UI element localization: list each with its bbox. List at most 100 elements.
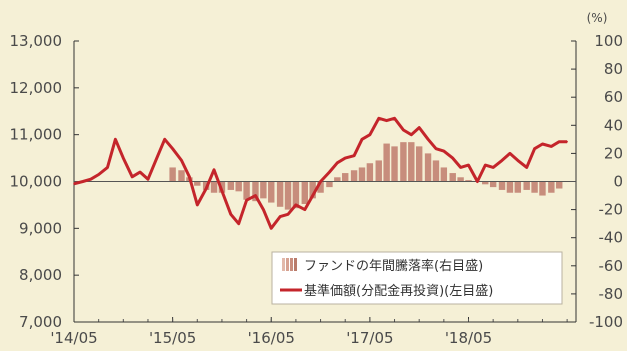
line-point (418, 126, 420, 129)
left-tick-label: 10,000 (10, 173, 63, 191)
x-tick-label: '16/05 (248, 329, 295, 347)
right-tick-label: -60 (599, 257, 624, 275)
bar (506, 181, 514, 193)
bar (482, 181, 489, 185)
line-point (131, 176, 133, 178)
bar (350, 170, 358, 182)
bar (432, 160, 440, 182)
line-point (230, 213, 232, 216)
line-point (205, 187, 207, 190)
line-point (336, 161, 339, 164)
line-point (171, 147, 174, 150)
bar (408, 142, 415, 182)
bar (457, 177, 464, 182)
x-tick-label: '17/05 (346, 329, 393, 347)
line-point (82, 180, 84, 183)
bar (194, 181, 201, 186)
line-point (122, 157, 125, 159)
bar (358, 167, 366, 182)
bar (260, 181, 267, 199)
bar (539, 181, 546, 196)
bar (252, 181, 259, 202)
legend: ファンドの年間騰落率(右目盛) 基準価額(分配金再投資)(左目盛) (271, 251, 563, 305)
line-point (163, 138, 166, 141)
line-point (254, 194, 257, 197)
bar (227, 181, 235, 190)
x-axis-ticks: '14/05 '15/05 '16/05 '17/05 '18/05 (50, 317, 568, 347)
line-point (410, 133, 413, 136)
bar (498, 181, 506, 190)
line-point (188, 176, 191, 178)
bar (334, 177, 341, 182)
bar (465, 180, 472, 182)
line-point (402, 129, 405, 131)
bar (391, 146, 398, 182)
bar (243, 181, 250, 200)
bar (400, 142, 407, 182)
line-point (97, 173, 100, 176)
x-tick-label: '18/05 (445, 329, 492, 347)
line-point (558, 140, 561, 143)
bar (440, 167, 448, 182)
line-point (467, 164, 470, 166)
legend-box (271, 251, 563, 305)
legend-label-bars: ファンドの年間騰落率(右目盛) (304, 258, 483, 274)
bar (523, 181, 530, 190)
right-tick-label: 60 (604, 88, 623, 106)
line-point (89, 178, 92, 180)
bar (317, 181, 324, 193)
right-tick-label: 0 (613, 173, 623, 191)
bar (489, 181, 497, 188)
line-point (435, 147, 437, 150)
line-point (566, 140, 568, 143)
bar (366, 163, 374, 182)
line-point (369, 133, 371, 136)
line-point (361, 138, 363, 141)
right-axis-ticks: -100 -80 -60 -40 -20 0 20 40 60 80 100 (571, 32, 623, 331)
line-point (237, 222, 240, 225)
right-tick-label: 100 (594, 32, 623, 50)
bar (169, 167, 176, 182)
line-point (541, 143, 544, 145)
line-point (147, 178, 149, 180)
line-point (517, 159, 519, 162)
line-point (509, 152, 511, 155)
right-tick-label: 80 (604, 60, 623, 78)
line-point (393, 117, 396, 120)
bar (309, 181, 316, 199)
line-point (295, 204, 297, 206)
left-tick-label: 11,000 (10, 126, 63, 144)
left-tick-label: 8,000 (19, 266, 62, 284)
line-point (106, 166, 109, 169)
line-point (73, 183, 75, 185)
line-point (139, 171, 141, 173)
bar (292, 181, 300, 209)
bar-series (169, 142, 563, 210)
line-point (262, 208, 265, 211)
legend-label-line: 基準価額(分配金再投資)(左目盛) (304, 283, 493, 299)
right-axis-unit: (%) (587, 11, 608, 25)
left-tick-label: 9,000 (19, 219, 62, 237)
bar (383, 143, 390, 182)
line-point (443, 150, 445, 152)
bar (424, 153, 432, 182)
line-point (328, 171, 331, 173)
bar (326, 181, 333, 188)
line-point (279, 215, 281, 218)
right-tick-label: 40 (604, 116, 623, 134)
line-point (114, 138, 117, 141)
line-point (427, 138, 429, 141)
line-point (501, 159, 503, 162)
line-point (484, 164, 487, 166)
left-axis-ticks: 7,000 8,000 9,000 10,000 11,000 12,000 13,000 (10, 32, 79, 331)
line-point (213, 168, 215, 171)
right-tick-label: -100 (589, 313, 623, 331)
line-point (319, 180, 322, 183)
x-tick-label: '14/05 (50, 329, 97, 347)
right-tick-label: -20 (599, 201, 624, 219)
line-point (156, 157, 158, 159)
bar (276, 181, 284, 207)
line-point (303, 208, 306, 211)
line-point (533, 147, 536, 150)
